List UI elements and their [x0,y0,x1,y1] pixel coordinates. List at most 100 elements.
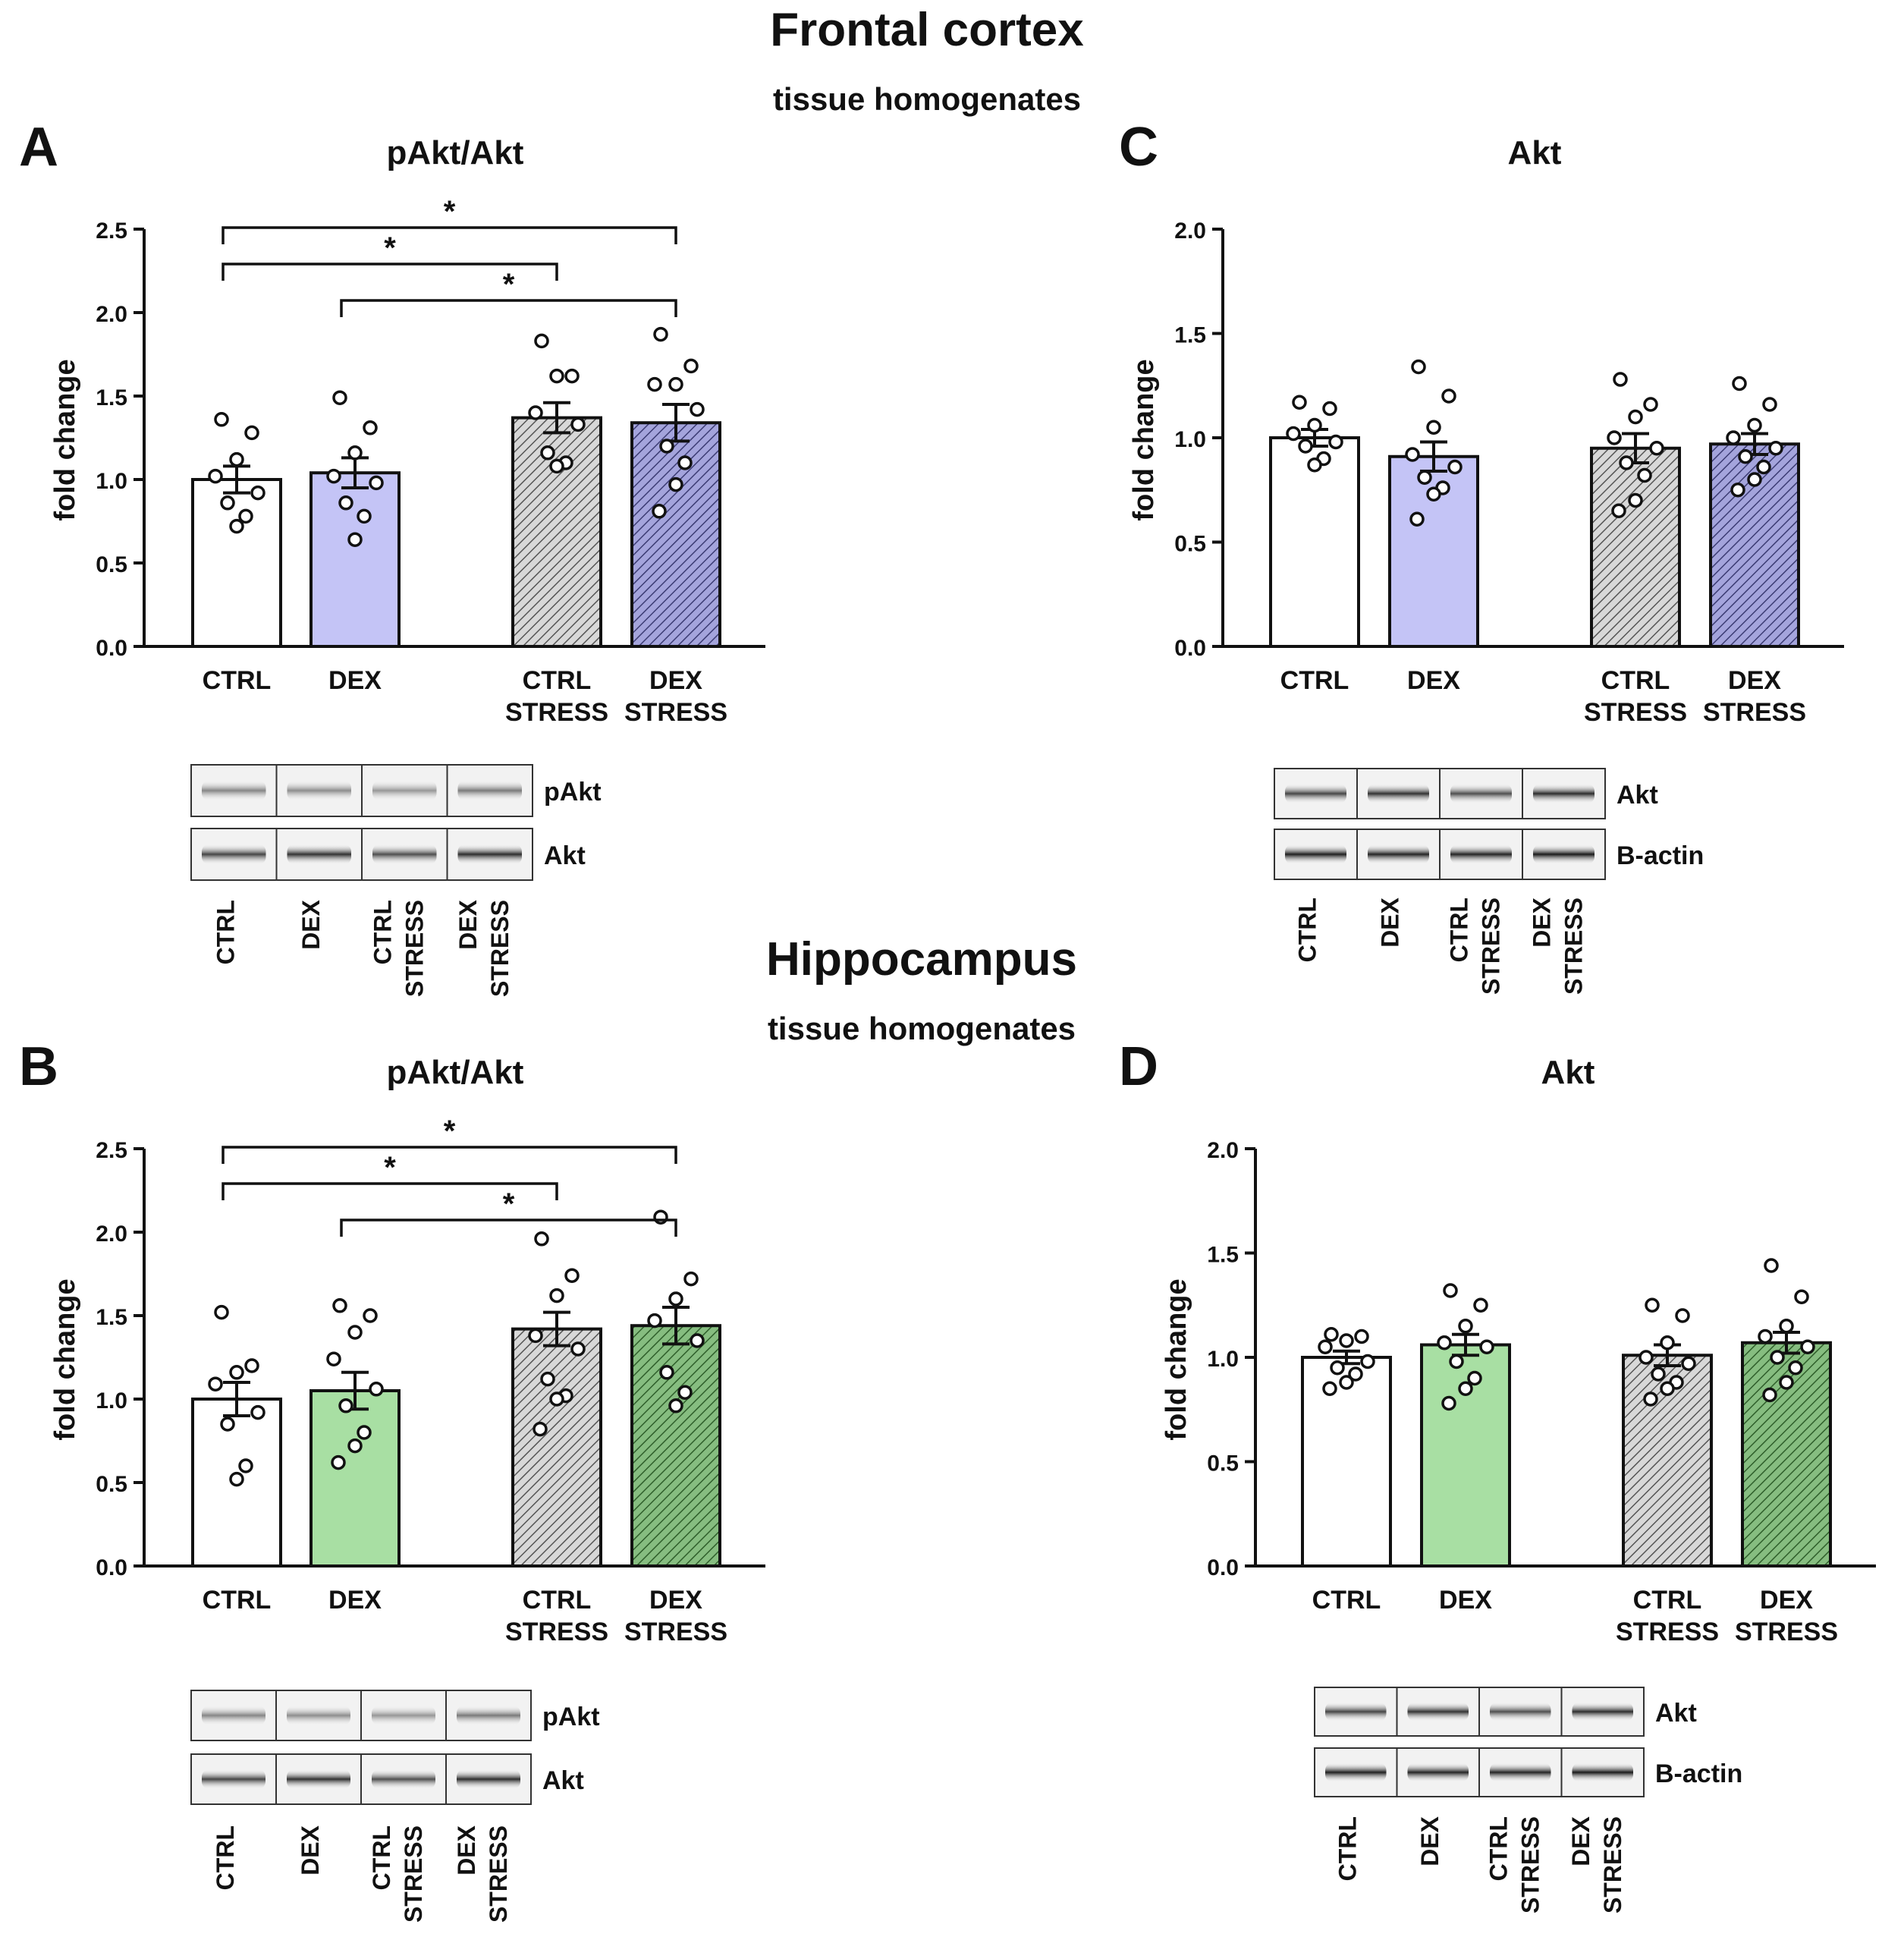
y-tick-label: 0.5 [1174,532,1206,557]
blot-lane-label: STRESS [1560,898,1588,995]
y-axis-label: fold change [1128,359,1160,520]
data-point [564,368,580,384]
data-point [331,1454,346,1470]
data-point [1479,1339,1494,1354]
bar-3 [1590,446,1681,648]
blot-row-label: pAkt [544,778,602,807]
data-point [1762,397,1777,412]
blot-band [372,780,437,801]
data-point [1649,441,1664,456]
data-point [1307,458,1322,473]
y-tick-label: 0.0 [96,636,127,661]
panel-letter: A [19,117,58,178]
data-point [220,495,235,511]
data-point [1324,1327,1339,1342]
panel-letter: C [1119,117,1158,178]
data-point [214,412,229,427]
section-subtitle-hippocampus: tissue homogenates [768,1011,1076,1046]
blot-band [1285,783,1346,804]
data-point [668,1291,683,1307]
data-point [1747,472,1762,487]
blot-band [1368,844,1429,865]
x-tick-label: DEX [328,1586,382,1615]
blot-band [202,780,266,801]
data-point [533,1421,548,1437]
blot-lane-label: CTRL [1334,1816,1361,1881]
blot-lane-label: CTRL [369,900,396,964]
panel-letter: D [1119,1036,1158,1097]
x-tick-label: STRESS [1584,698,1687,727]
data-point [1318,1339,1333,1354]
data-point [1747,417,1762,433]
bar-3 [511,1327,602,1568]
blot-row-label: Akt [1655,1699,1697,1728]
data-point [357,1425,372,1440]
bar-2 [309,471,401,649]
data-point [1611,503,1626,518]
blot-band [457,1705,520,1726]
y-tick-label: 2.0 [96,302,127,327]
data-point [1794,1289,1809,1304]
data-point [238,1458,253,1473]
bar-1 [191,478,282,648]
data-point [1738,449,1753,464]
data-point [690,1333,705,1348]
blot-lane-label: CTRL [1294,898,1321,962]
data-point [1354,1329,1369,1344]
x-tick-label: CTRL [1633,1586,1702,1615]
data-point [1348,1366,1363,1382]
data-point [540,445,555,461]
data-point [1732,376,1747,391]
data-point [1458,1381,1473,1396]
data-point [1339,1333,1354,1348]
significance-star: * [384,231,396,265]
data-point [229,518,244,534]
blot-lane-label: STRESS [486,900,514,997]
data-point [1458,1319,1473,1334]
panel-d-hippocampus-akt: D Akt fold change 0.0 0.5 1.0 1.5 2.0 CTRL DEX… [1119,1036,1876,1913]
bar-4 [630,1324,721,1568]
bar-4 [630,421,721,648]
data-point [1726,430,1741,445]
blot-lane-label: CTRL [368,1825,395,1890]
blot-band [287,844,351,865]
data-point [1779,1319,1794,1334]
x-tick-label: CTRL [523,666,592,695]
data-point [677,455,693,470]
x-tick-label: DEX [1760,1586,1813,1615]
panel-b-hippocampus-pakt-akt: B pAkt/Akt fold change 0.0 0.5 1.0 1.5 2.0 2.… [19,1036,765,1923]
blot-band [1490,1762,1551,1782]
data-point [1643,1391,1658,1407]
x-tick-label: CTRL [203,1586,272,1615]
data-point [363,1308,378,1323]
data-point [1607,430,1622,445]
blot-band [457,780,522,801]
data-point [668,376,683,392]
blot-lane-label: CTRL [1446,898,1473,962]
data-point [1758,1329,1773,1344]
significance-bracket [222,1182,558,1200]
bar-2 [309,1389,401,1568]
blot-lane-label: DEX [1416,1816,1444,1866]
panel-a-frontal-pakt-akt: A pAkt/Akt fold change 0.0 0.5 1.0 1.5 2.0 2.… [19,117,765,997]
section-title-frontal: Frontal cortex [770,4,1084,56]
data-point [549,1288,564,1303]
x-tick-label: CTRL [1601,666,1670,695]
data-point [683,358,699,374]
blot-band [1325,1762,1387,1782]
data-point [647,1313,662,1329]
data-point [1628,409,1643,425]
data-point [1339,1375,1354,1390]
blot-lane-label: CTRL [1485,1816,1512,1881]
y-tick-label: 1.5 [1174,323,1206,348]
data-point [1730,483,1745,498]
data-point [1660,1335,1675,1351]
data-point [363,420,378,436]
chart-title: Akt [1541,1054,1595,1091]
data-point [1643,397,1658,412]
data-point [1411,359,1426,375]
data-point [1322,1381,1337,1396]
significance-bracket [340,299,677,317]
x-tick-label: STRESS [624,698,727,727]
